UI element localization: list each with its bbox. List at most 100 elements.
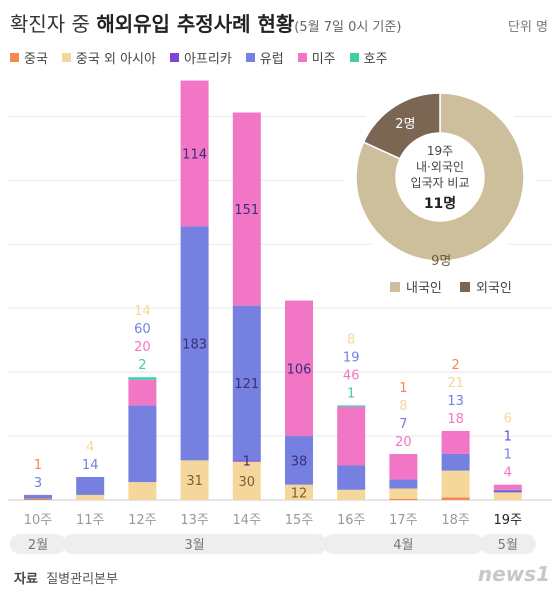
unit-label: 단위 명: [507, 20, 548, 35]
donut-legend-swatch: [460, 282, 470, 292]
data-label: 3: [34, 476, 42, 491]
data-label: 18: [447, 412, 464, 427]
bar-segment: [389, 498, 418, 500]
bar-segment: [285, 484, 313, 500]
source-text: 질병관리본부: [46, 572, 118, 587]
x-tick-label: 11주: [76, 513, 105, 528]
data-label: 4: [504, 466, 512, 481]
bar-segment: [441, 497, 470, 500]
legend-swatch: [297, 53, 307, 62]
x-tick-label: 19주: [494, 513, 523, 528]
bar-segment: [337, 406, 366, 466]
bar-segment: [24, 494, 52, 499]
bar-segment: [285, 436, 313, 485]
data-label: 19: [343, 350, 360, 365]
bar-segment: [232, 461, 261, 500]
x-tick-label: 14주: [233, 513, 262, 528]
data-label: 21: [447, 376, 464, 391]
data-label: 1: [243, 454, 251, 469]
legend-swatch: [169, 53, 179, 62]
bar-segment: [337, 489, 366, 500]
donut-legend-label: 외국인: [476, 281, 512, 296]
title-prefix: 확진자 중: [10, 12, 97, 36]
data-label: 6: [504, 412, 512, 427]
legend-swatch: [10, 53, 19, 62]
legend: 중국 중국 외 아시아 아프리카 유럽 미주 호주: [10, 48, 388, 67]
source-prefix: 자료: [14, 572, 38, 587]
data-label: 1: [504, 430, 512, 445]
bar-segment: [441, 470, 470, 498]
data-label: 14: [82, 458, 99, 473]
legend-swatch: [61, 53, 71, 62]
bar-segment: [232, 460, 261, 462]
legend-item-other-asia: 중국 외 아시아: [61, 48, 156, 67]
data-label: 46: [343, 368, 360, 383]
legend-label: 호주: [363, 52, 388, 67]
month-label: 4월: [393, 538, 413, 553]
bar-segment: [337, 465, 366, 490]
bar-segment: [232, 305, 261, 461]
donut-slice: [355, 92, 525, 262]
data-label: 12: [291, 486, 308, 501]
donut-value-label: 2명: [395, 117, 415, 132]
month-label: 3월: [184, 538, 204, 553]
data-label: 121: [234, 377, 259, 392]
legend-item-africa: 아프리카: [169, 48, 232, 67]
donut-slice: [362, 92, 441, 160]
donut-legend-swatch: [390, 282, 400, 292]
bar-segment: [493, 491, 522, 493]
data-label: 106: [287, 362, 312, 377]
bar-segment: [285, 300, 313, 437]
month-pill: [10, 534, 66, 554]
donut-center-text: 입국자 비교: [410, 176, 469, 190]
legend-item-australia: 호주: [349, 48, 388, 67]
data-label: 20: [134, 340, 151, 355]
x-tick-label: 15주: [285, 513, 314, 528]
chart-title: 확진자 중 해외유입 추정사례 현황(5월 7일 0시 기준): [10, 8, 401, 37]
bar-segment: [24, 498, 52, 500]
data-label: 114: [182, 147, 207, 162]
x-tick-label: 17주: [389, 513, 418, 528]
x-tick-label: 12주: [128, 513, 157, 528]
data-label: 20: [395, 435, 412, 450]
bar-segment: [128, 377, 157, 380]
month-pill: [479, 534, 536, 554]
data-label: 2: [138, 358, 146, 373]
data-label: 1: [504, 448, 512, 463]
data-label: 4: [86, 440, 94, 455]
bar-segment: [128, 405, 157, 483]
data-label: 30: [239, 475, 256, 490]
donut-total-label: 11명: [424, 195, 456, 212]
x-tick-label: 10주: [24, 513, 53, 528]
data-label: 14: [134, 304, 151, 319]
donut-value-label: 9명: [431, 254, 451, 269]
data-label: 1: [347, 386, 355, 401]
legend-label: 미주: [311, 52, 336, 67]
bar-segment: [493, 492, 522, 500]
x-tick-label: 18주: [441, 513, 470, 528]
data-label: 2: [451, 358, 459, 373]
data-label: 8: [347, 332, 355, 347]
bar-segment: [180, 460, 209, 500]
legend-swatch: [349, 53, 359, 62]
title-note: (5월 7일 0시 기준): [294, 20, 402, 35]
bar-segment: [337, 405, 366, 407]
data-label: 7: [399, 417, 407, 432]
data-label: 13: [447, 394, 464, 409]
x-tick-label: 16주: [337, 513, 366, 528]
data-label: 1: [34, 458, 42, 473]
bar-segment: [180, 80, 209, 227]
legend-swatch: [245, 53, 255, 62]
legend-label: 중국: [24, 52, 48, 67]
bar-segment: [493, 484, 522, 490]
month-pill: [323, 534, 484, 554]
donut-center-text: 19주: [427, 144, 453, 158]
bar-segment: [128, 379, 157, 406]
data-label: 60: [134, 322, 151, 337]
bar-segment: [232, 112, 261, 306]
x-tick-label: 13주: [180, 513, 209, 528]
bar-segment: [76, 476, 105, 495]
legend-label: 아프리카: [183, 52, 232, 67]
data-label: 38: [291, 454, 308, 469]
